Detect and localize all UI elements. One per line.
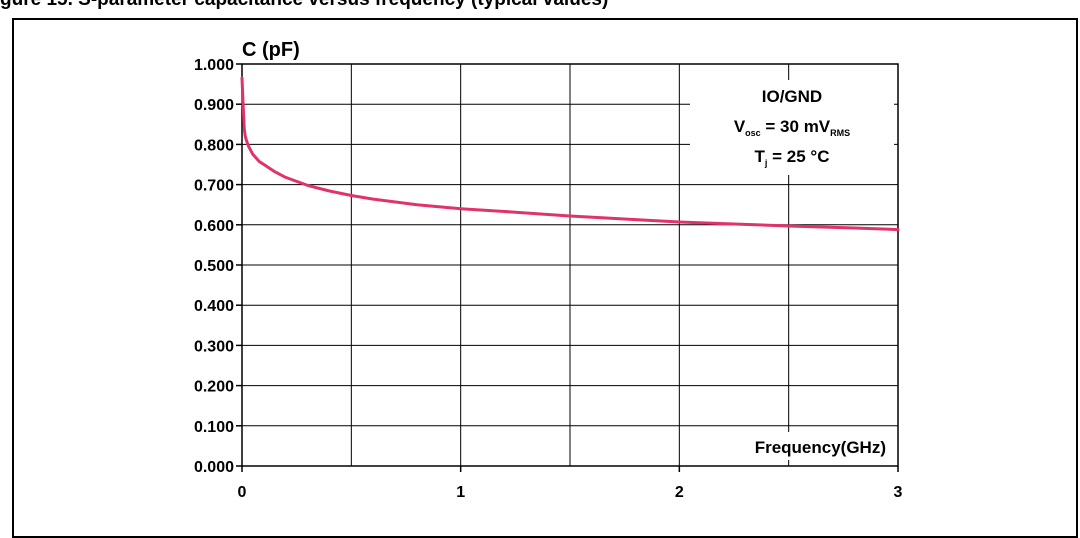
chart-frame: 0.000 0.100 0.200 0.300 0.400 0.500 0.600 0.700… <box>12 18 1078 538</box>
annotation-line-1: IO/GND <box>762 87 822 106</box>
y-tick-label: 0.300 <box>194 338 234 355</box>
y-tick-label: 0.800 <box>194 137 234 154</box>
x-tick-label: 2 <box>675 484 684 501</box>
y-tick-label: 1.000 <box>194 57 234 74</box>
figure-title: gure 15. S-parameter capacitance versus … <box>0 0 608 12</box>
x-tick-label: 0 <box>238 484 247 501</box>
capacitance-chart: 0.000 0.100 0.200 0.300 0.400 0.500 0.600 0.700… <box>194 39 903 501</box>
y-tick-label: 0.400 <box>194 298 234 315</box>
capacitance-series-line <box>240 76 900 232</box>
annotation-line-2: Vosc = 30 mVRMS <box>734 117 850 138</box>
y-axis-label: C (pF) <box>242 39 300 61</box>
annotation-line-3: Tj = 25 °C <box>755 147 830 168</box>
y-tick-label: 0.700 <box>194 178 234 195</box>
y-tick-label: 0.000 <box>194 459 234 476</box>
y-tick-label: 0.900 <box>194 97 234 114</box>
x-axis-label: Frequency(GHz) <box>755 438 886 457</box>
y-tick-label: 0.100 <box>194 419 234 436</box>
y-tick-label: 0.500 <box>194 258 234 275</box>
annotation-box <box>690 80 894 175</box>
x-tick-label: 3 <box>894 484 903 501</box>
plot-area <box>241 63 899 467</box>
x-tick-label: 1 <box>456 484 465 501</box>
x-label-box <box>710 432 896 460</box>
y-tick-label: 0.200 <box>194 379 234 396</box>
y-tick-label: 0.600 <box>194 218 234 235</box>
